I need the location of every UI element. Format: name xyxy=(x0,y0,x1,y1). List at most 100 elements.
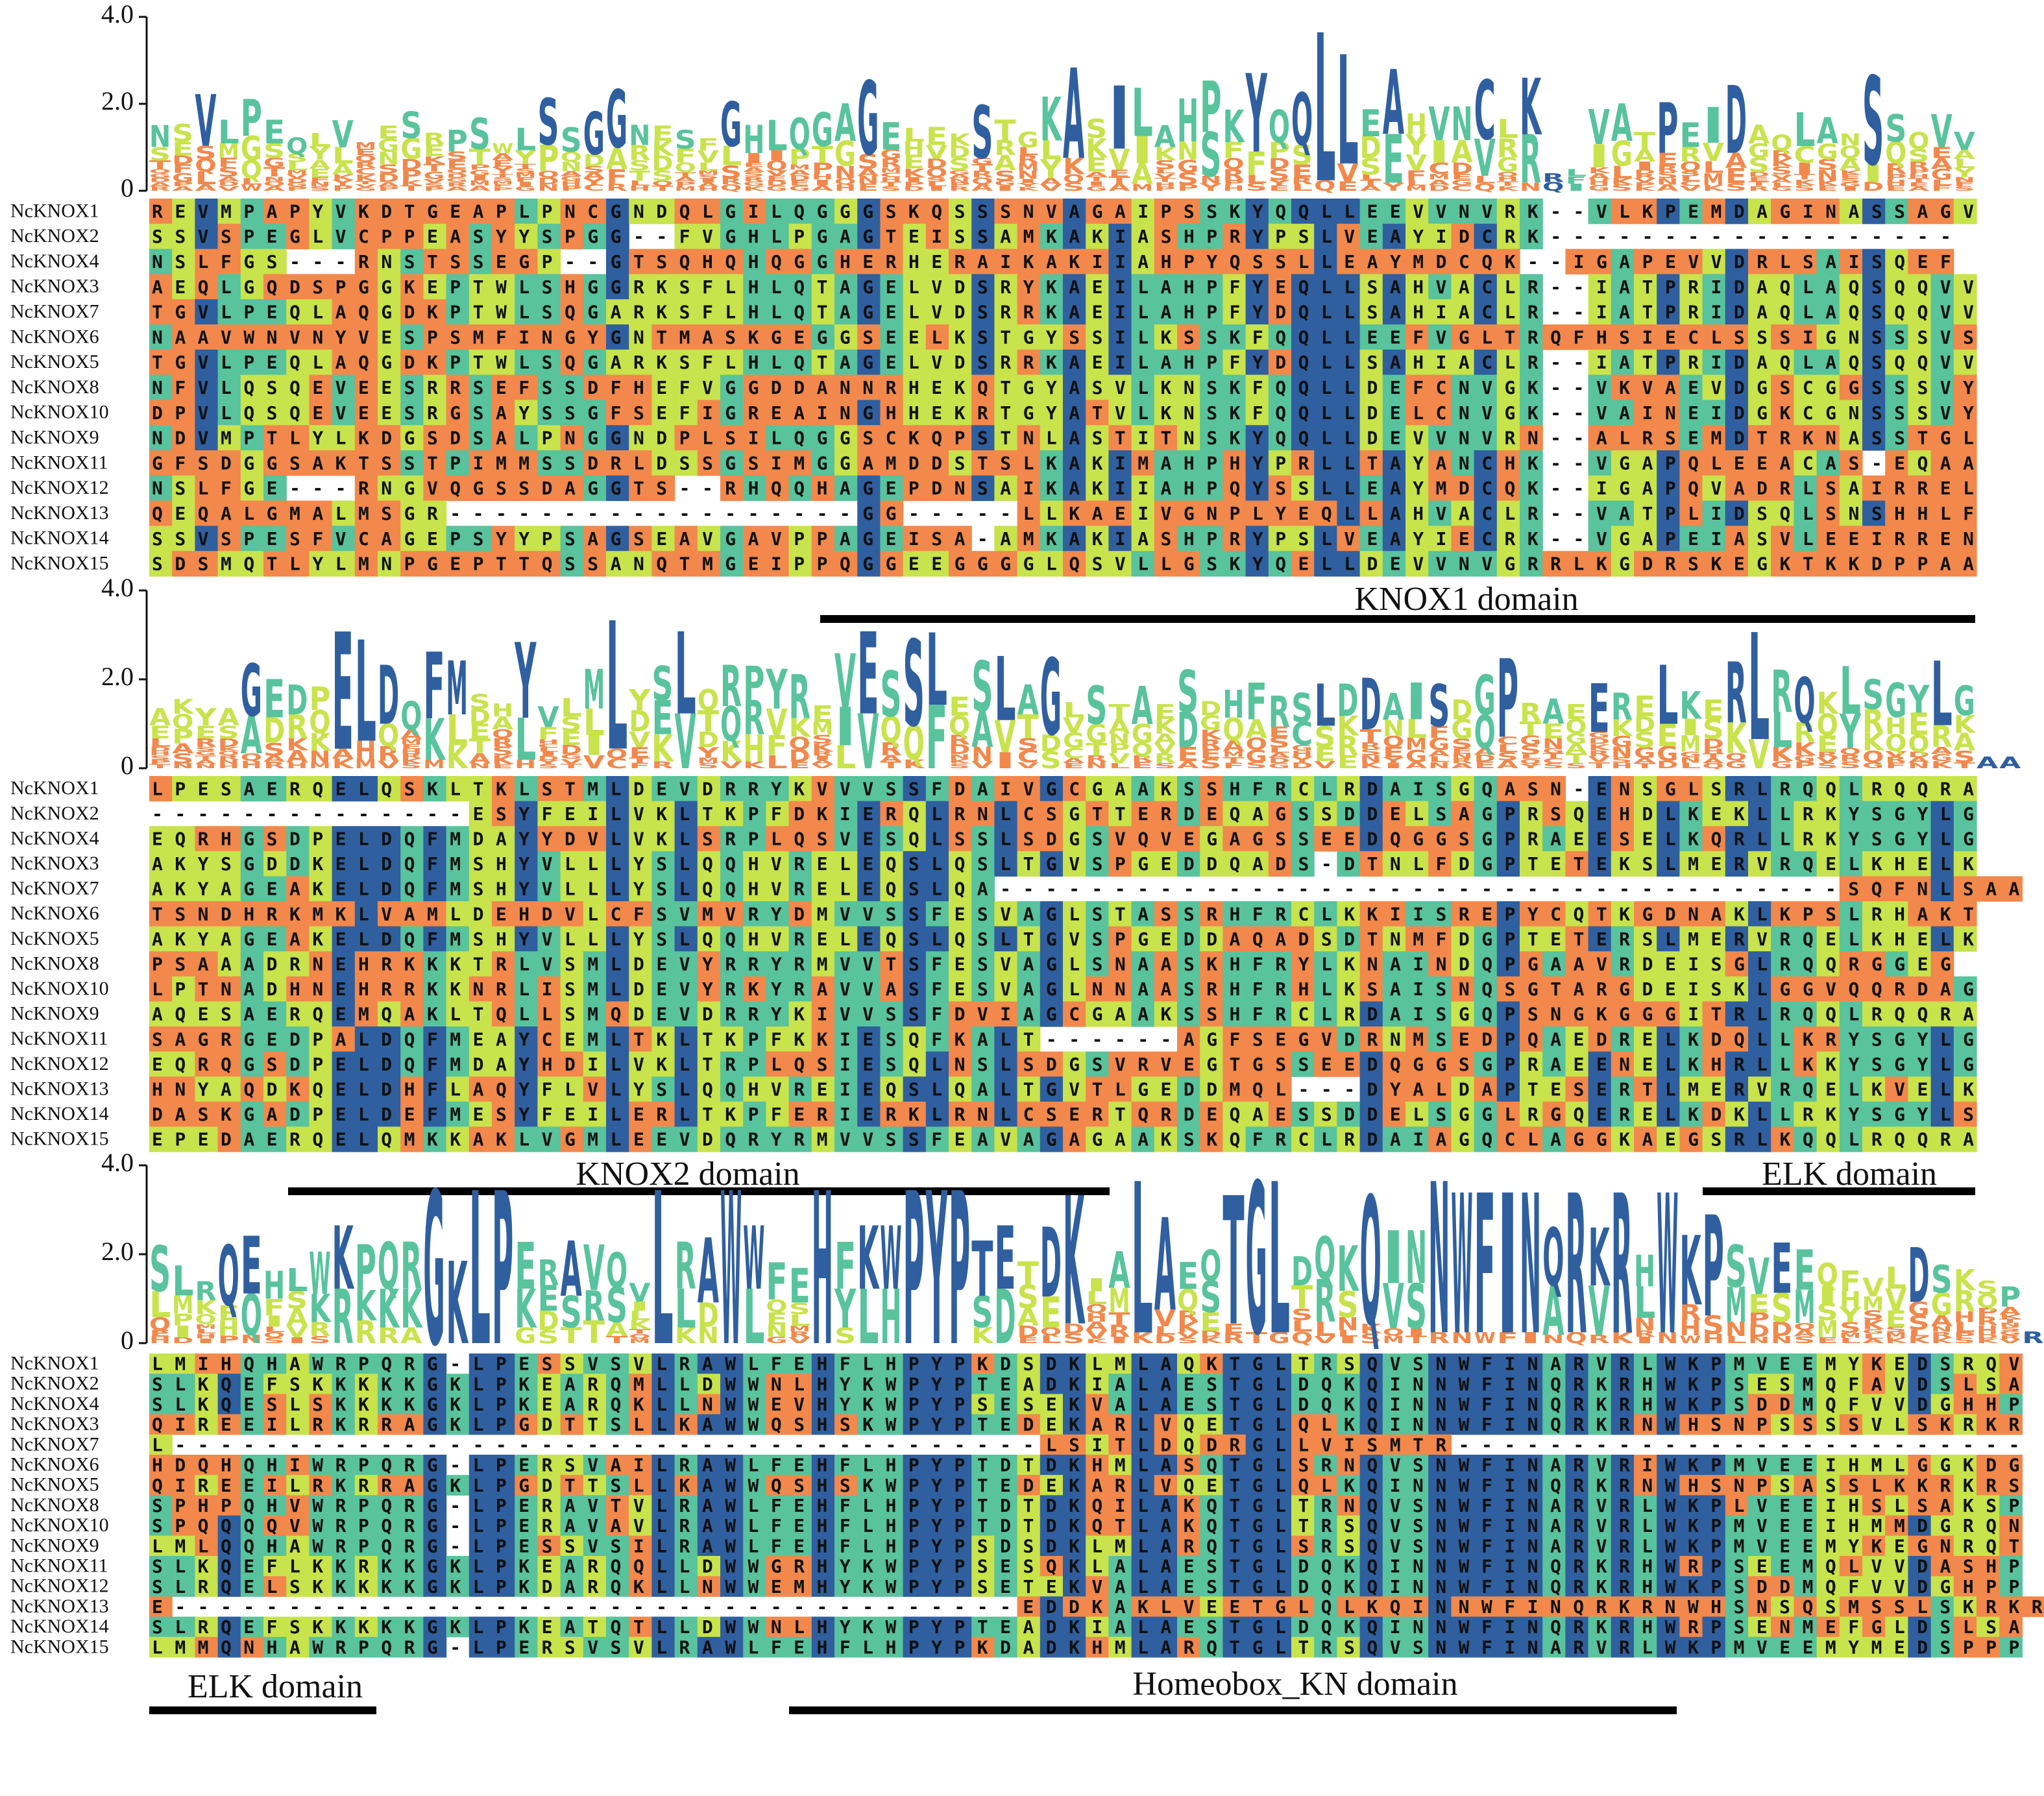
sequence-name: NcKNOX4 xyxy=(10,250,99,272)
logo-letter: L xyxy=(1497,114,1518,145)
logo-letter: R xyxy=(789,662,810,732)
sequence-name: NcKNOX2 xyxy=(10,803,99,824)
residue-cell xyxy=(400,249,424,274)
sequence-name: NcKNOX14 xyxy=(10,1616,109,1637)
residue-cell xyxy=(1382,199,1406,224)
logo-letter: H xyxy=(1405,109,1427,141)
logo-letter: Q xyxy=(400,694,422,740)
logo-letter: D xyxy=(1200,698,1221,720)
logo-letter: R xyxy=(1520,122,1541,199)
residue-cell xyxy=(651,199,675,224)
residue-cell xyxy=(1771,199,1794,224)
logo-letter: V xyxy=(423,178,447,184)
logo-letter: C xyxy=(1794,142,1815,169)
logo-letter: P xyxy=(1223,178,1244,188)
residue-cell xyxy=(925,223,949,250)
sequence-name: NcKNOX12 xyxy=(10,1575,109,1597)
logo-letter: Q xyxy=(651,180,673,188)
logo-letter: P xyxy=(1703,1187,1724,1348)
logo-letter: A xyxy=(698,182,720,188)
logo-letter: N xyxy=(561,159,582,175)
logo-letter: G xyxy=(1771,186,1792,193)
logo-letter: D xyxy=(1451,160,1472,178)
logo-letter: D xyxy=(583,151,605,171)
logo-letter: S xyxy=(1840,178,1861,184)
logo-letter: G xyxy=(1040,638,1062,760)
logo-letter: K xyxy=(1840,170,1862,176)
logo-letter: K xyxy=(1954,1263,1976,1297)
logo-letter: T xyxy=(400,184,423,193)
logo-letter: V xyxy=(355,184,380,189)
logo-letter: E xyxy=(1360,102,1381,145)
sequence-name: NcKNOX4 xyxy=(10,1393,99,1414)
sequence-name: NcKNOX14 xyxy=(10,1103,109,1124)
residue-cell xyxy=(994,199,1018,224)
residue-cell xyxy=(606,249,629,274)
logo-letter: L xyxy=(1611,164,1633,183)
logo-letter: A xyxy=(446,186,470,193)
logo-letter: E xyxy=(263,669,285,730)
logo-letter: M xyxy=(1017,162,1039,174)
logo-letter: L xyxy=(172,1257,193,1305)
logo-letter: E xyxy=(1154,701,1176,724)
logo-letter: R xyxy=(400,1230,422,1304)
residue-cell xyxy=(560,223,584,250)
residue-cell xyxy=(720,249,744,274)
logo-letter: T xyxy=(492,173,514,178)
residue-cell xyxy=(172,199,195,224)
logo-letter: P xyxy=(812,160,833,178)
logo-letter: T xyxy=(1154,177,1178,184)
residue-cell xyxy=(195,249,219,274)
residue-cell xyxy=(1245,223,1269,250)
logo-letter: A xyxy=(1840,155,1861,175)
sequence-name: NcKNOX3 xyxy=(10,1413,99,1435)
residue-cell xyxy=(217,249,241,274)
logo-letter: R xyxy=(1269,687,1290,737)
logo-letter: P xyxy=(1634,182,1657,189)
logo-letter: D xyxy=(1360,130,1381,165)
logo-letter: Q xyxy=(926,165,947,180)
logo-letter: L xyxy=(1360,173,1381,182)
logo-letter: W xyxy=(743,1208,764,1309)
logo-letter: G xyxy=(172,171,193,185)
logo-letter: P xyxy=(1657,90,1678,170)
logo-letter: G xyxy=(1954,677,1975,725)
logo-letter: D xyxy=(378,649,399,744)
sequence-name: NcKNOX2 xyxy=(10,1373,99,1394)
logo-letter: L xyxy=(309,130,330,151)
sequence-name: NcKNOX8 xyxy=(10,1494,99,1516)
logo-letter: Q xyxy=(1314,178,1335,195)
logo-letter: F xyxy=(606,166,627,189)
logo-letter: G xyxy=(378,135,399,156)
logo-letter: E xyxy=(1291,161,1313,182)
logo-letter: R xyxy=(1771,659,1792,726)
logo-letter: R xyxy=(423,130,444,149)
logo-letter: Q xyxy=(1291,79,1313,162)
logo-letter: H xyxy=(263,1264,285,1308)
logo-letter: S xyxy=(1200,119,1221,190)
residue-cell xyxy=(857,223,881,250)
residue-cell xyxy=(857,199,881,224)
logo-letter: S xyxy=(651,657,673,711)
logo-letter: E xyxy=(309,167,330,181)
logo-letter: A xyxy=(1063,43,1084,188)
logo-letter: P xyxy=(537,138,559,180)
logo-letter: R xyxy=(1223,167,1245,184)
residue-cell xyxy=(1520,223,1543,250)
logo-letter: V xyxy=(1703,138,1725,167)
logo-letter: P xyxy=(332,184,354,193)
logo-letter: V xyxy=(1040,184,1064,193)
logo-letter: G xyxy=(1474,664,1496,728)
logo-letter: P xyxy=(789,145,810,170)
sequence-name: NcKNOX12 xyxy=(10,477,109,498)
residue-cell xyxy=(1405,223,1429,250)
logo-letter: Q xyxy=(218,1229,239,1326)
logo-letter: D xyxy=(1337,675,1358,727)
logo-letter: D xyxy=(286,178,308,184)
logo-letter: E xyxy=(1908,182,1929,189)
logo-letter: V xyxy=(926,141,948,164)
residue-cell xyxy=(400,223,424,250)
logo-letter: P xyxy=(743,657,764,711)
logo-letter: Q xyxy=(1314,1225,1335,1293)
residue-cell xyxy=(195,223,219,250)
